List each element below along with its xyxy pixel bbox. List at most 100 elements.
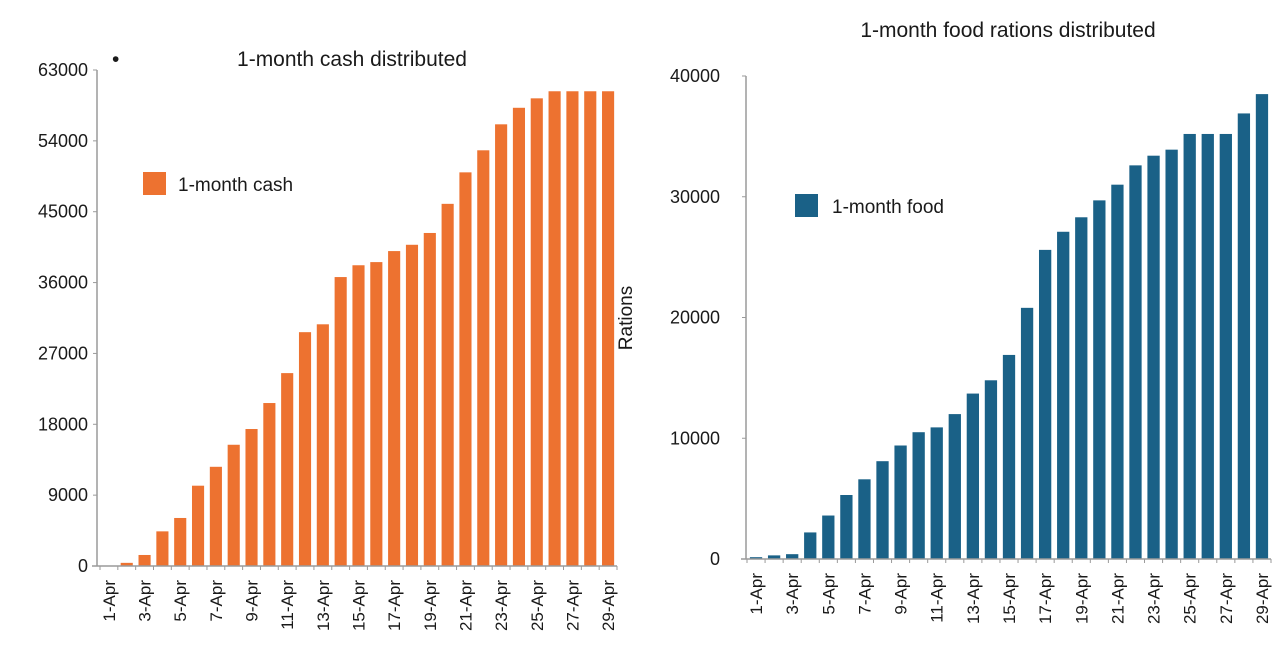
axes bbox=[741, 76, 1271, 560]
y-tick-label: 45000 bbox=[38, 202, 88, 222]
y-tick-label: 9000 bbox=[48, 485, 88, 505]
bar-14-Apr bbox=[334, 277, 347, 566]
x-tick-label: 21-Apr bbox=[1108, 573, 1127, 624]
x-tick-label: 11-Apr bbox=[278, 580, 297, 630]
bar-16-Apr bbox=[370, 262, 383, 566]
bar-20-Apr bbox=[441, 203, 454, 566]
bar-10-Apr bbox=[263, 403, 276, 566]
bar-7-Apr bbox=[209, 466, 222, 566]
x-tick-label: 17-Apr bbox=[1036, 573, 1055, 624]
bar-21-Apr bbox=[459, 172, 472, 566]
y-tick-label: 18000 bbox=[38, 414, 88, 434]
bar-22-Apr bbox=[477, 150, 490, 567]
bar-27-Apr bbox=[1219, 133, 1232, 559]
x-tick-label: 15-Apr bbox=[1000, 573, 1019, 624]
bar-5-Apr bbox=[174, 517, 187, 566]
x-tick-label: 21-Apr bbox=[456, 580, 475, 631]
bars bbox=[749, 94, 1269, 560]
y-tick-label: 36000 bbox=[38, 273, 88, 293]
bar-14-Apr bbox=[984, 380, 998, 559]
x-tick-label: 3-Apr bbox=[136, 580, 155, 622]
bar-29-Apr bbox=[1255, 94, 1269, 560]
bar-23-Apr bbox=[495, 124, 508, 566]
x-tick-label: 27-Apr bbox=[563, 580, 582, 631]
bar-22-Apr bbox=[1129, 165, 1142, 560]
bar-2-Apr bbox=[767, 555, 781, 559]
bar-26-Apr bbox=[1201, 133, 1214, 559]
bar-20-Apr bbox=[1093, 200, 1106, 559]
x-tick-label: 19-Apr bbox=[1072, 573, 1091, 624]
x-axis-ticks: 1-Apr 3-Apr 5-Apr 7-Apr 9-Apr 11-Apr 13-Apr 15-… bbox=[99, 566, 618, 631]
x-tick-label: 17-Apr bbox=[385, 580, 404, 631]
x-tick-label: 9-Apr bbox=[892, 573, 911, 615]
y-axis-ticks: 0 10000 20000 30000 40000 bbox=[670, 66, 746, 569]
bar-21-Apr bbox=[1111, 184, 1124, 559]
x-tick-label: 7-Apr bbox=[207, 580, 226, 622]
bar-13-Apr bbox=[316, 324, 329, 566]
x-tick-label: 27-Apr bbox=[1217, 573, 1236, 624]
bar-16-Apr bbox=[1020, 307, 1034, 559]
y-tick-label: 54000 bbox=[38, 131, 88, 151]
legend: 1-month cash bbox=[143, 172, 293, 196]
legend: 1-month food bbox=[795, 194, 944, 218]
cash-chart: • 1-month cash distributed 0 9000 18000 270… bbox=[38, 48, 618, 631]
x-tick-label: 29-Apr bbox=[1253, 573, 1272, 624]
bar-7-Apr bbox=[858, 479, 871, 559]
bar-24-Apr bbox=[1165, 149, 1178, 559]
stray-bullet: • bbox=[112, 48, 119, 71]
bar-9-Apr bbox=[245, 429, 258, 566]
bar-6-Apr bbox=[191, 485, 205, 566]
y-tick-label: 0 bbox=[78, 556, 88, 576]
x-tick-label: 9-Apr bbox=[243, 580, 262, 622]
x-tick-label: 15-Apr bbox=[350, 580, 369, 631]
x-tick-label: 1-Apr bbox=[100, 580, 119, 622]
food-chart: 1-month food rations distributed Rations… bbox=[616, 19, 1272, 624]
bar-11-Apr bbox=[930, 427, 943, 559]
bars bbox=[120, 91, 615, 567]
bar-18-Apr bbox=[1057, 231, 1070, 559]
x-tick-label: 7-Apr bbox=[855, 573, 874, 615]
bar-18-Apr bbox=[405, 244, 419, 566]
bar-15-Apr bbox=[1002, 354, 1016, 559]
bar-19-Apr bbox=[1075, 217, 1088, 559]
bar-13-Apr bbox=[966, 393, 980, 559]
bar-24-Apr bbox=[512, 107, 526, 566]
bar-12-Apr bbox=[948, 414, 961, 559]
x-axis-ticks: 1-Apr 3-Apr 5-Apr 7-Apr 9-Apr 11-Apr 13-Apr 15-… bbox=[746, 559, 1272, 624]
bar-4-Apr bbox=[804, 532, 817, 559]
legend-label: 1-month food bbox=[832, 197, 944, 218]
bar-12-Apr bbox=[298, 332, 312, 566]
y-tick-label: 27000 bbox=[38, 343, 88, 363]
chart-title: 1-month food rations distributed bbox=[860, 19, 1155, 42]
bar-2-Apr bbox=[120, 562, 133, 566]
legend-label: 1-month cash bbox=[178, 175, 293, 196]
bar-3-Apr bbox=[138, 554, 151, 566]
bar-19-Apr bbox=[423, 232, 436, 566]
y-tick-label: 40000 bbox=[670, 66, 720, 86]
y-axis-title: Rations bbox=[616, 286, 637, 350]
legend-swatch bbox=[143, 172, 166, 195]
y-tick-label: 10000 bbox=[670, 428, 720, 448]
bar-28-Apr bbox=[1237, 113, 1251, 560]
bar-15-Apr bbox=[352, 265, 365, 566]
x-tick-label: 23-Apr bbox=[492, 580, 511, 631]
bar-8-Apr bbox=[227, 444, 240, 566]
chart-title: 1-month cash distributed bbox=[237, 48, 467, 71]
x-tick-label: 19-Apr bbox=[421, 580, 440, 631]
bar-23-Apr bbox=[1147, 155, 1160, 559]
bar-8-Apr bbox=[876, 461, 889, 559]
y-tick-label: 0 bbox=[710, 549, 720, 569]
bar-9-Apr bbox=[894, 445, 907, 559]
bar-10-Apr bbox=[912, 432, 925, 559]
x-tick-label: 11-Apr bbox=[928, 573, 947, 623]
axes bbox=[92, 70, 617, 567]
bar-6-Apr bbox=[840, 495, 853, 559]
bar-11-Apr bbox=[281, 373, 294, 566]
bar-3-Apr bbox=[786, 554, 799, 559]
x-tick-label: 5-Apr bbox=[171, 580, 190, 622]
bar-29-Apr bbox=[602, 91, 615, 566]
bar-4-Apr bbox=[156, 531, 169, 566]
x-tick-label: 5-Apr bbox=[819, 573, 838, 615]
y-tick-label: 63000 bbox=[38, 60, 88, 80]
